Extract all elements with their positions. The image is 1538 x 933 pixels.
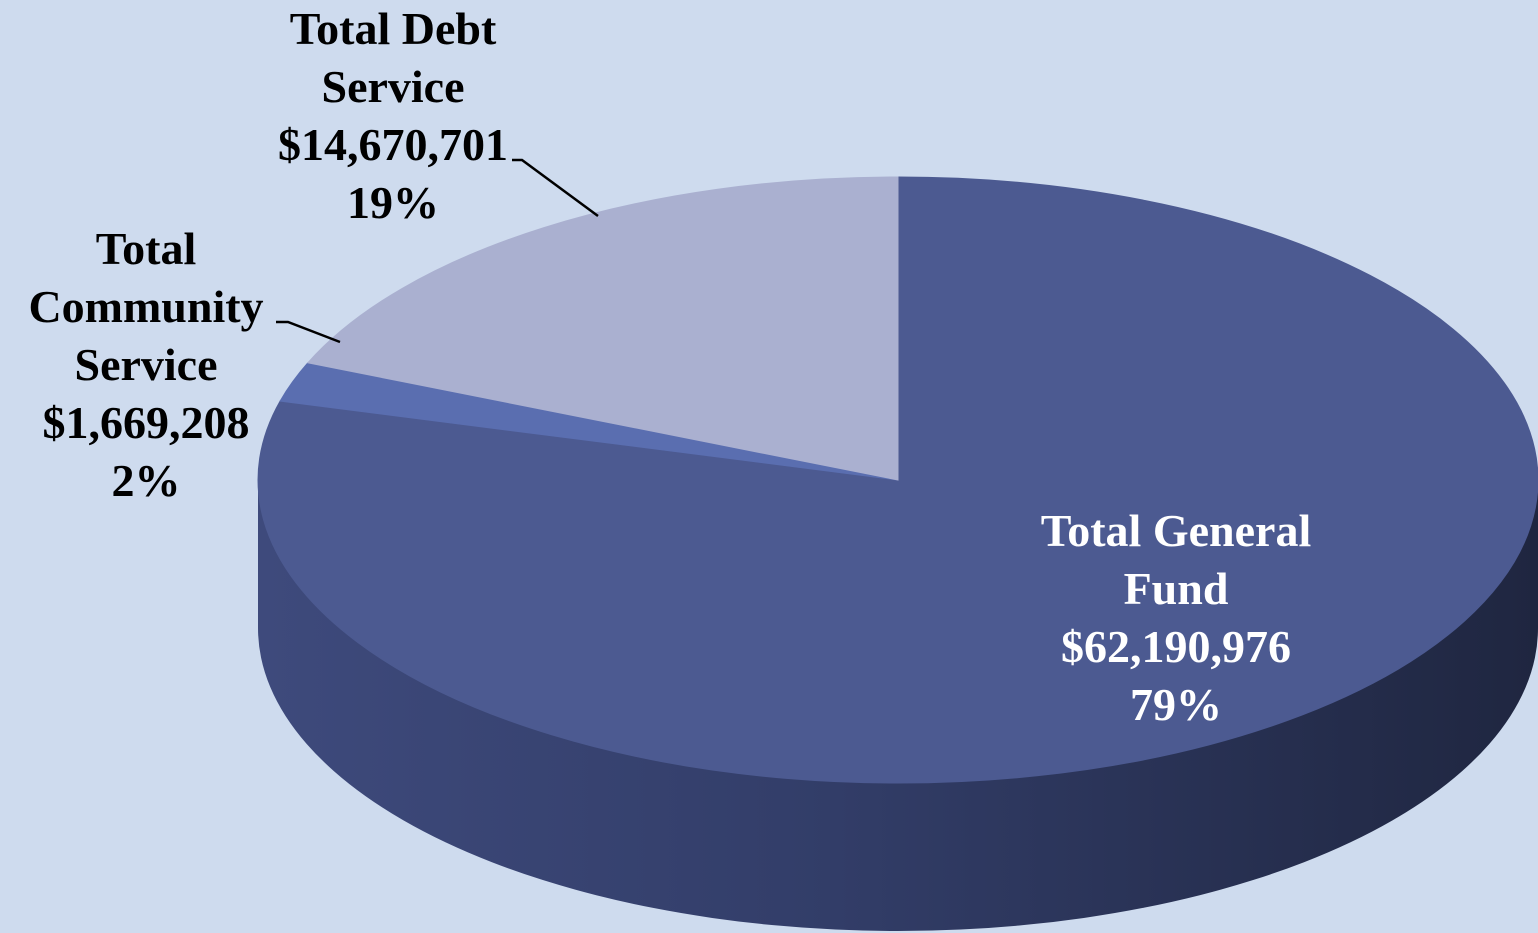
slice-label-debt-service: Total Debt Service $14,670,701 19% [278,0,508,232]
pie-top [257,176,1538,784]
slice-label-line: 2% [111,455,181,506]
slice-label-line: Service [74,339,218,390]
slice-label-line: Total General [1040,505,1312,556]
slice-label-line: Total Debt [289,3,497,54]
slice-label-line: $14,670,701 [278,119,508,170]
slice-label-line: Fund [1123,563,1229,614]
slice-label-community-service: Total Community Service $1,669,208 2% [28,220,263,510]
pie-slice-total-debt-service [306,176,899,481]
leader-line-community-service [276,320,341,344]
pie-side [258,480,1538,931]
leader-line-debt-service [512,158,599,218]
slice-label-line: Total [95,223,197,274]
slice-label-line: Service [321,61,465,112]
pie-side-wall [258,480,1538,931]
slice-label-line: Community [28,281,264,332]
slice-label-line: 19% [347,177,439,228]
slice-label-general-fund: Total General Fund $62,190,976 79% [1041,502,1311,734]
slice-label-line: $1,669,208 [42,397,250,448]
leader-lines [276,158,599,344]
slice-label-line: 79% [1129,679,1222,730]
slice-label-line: $62,190,976 [1060,621,1291,672]
